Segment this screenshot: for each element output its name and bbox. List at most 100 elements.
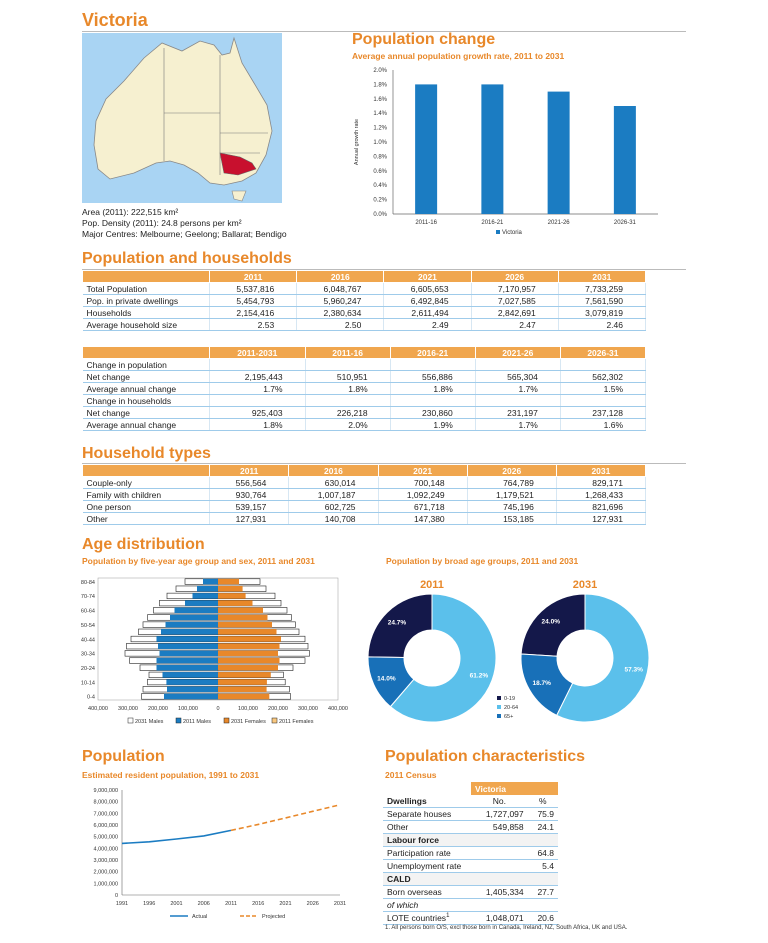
pop-table-row: Pop. in private dwellings 5,454,793 5,960,… [82, 294, 647, 307]
char-number: 1,405,334 [471, 885, 528, 899]
char-number [471, 898, 528, 912]
households-title: Population and households [82, 250, 292, 267]
pop-table-header-1: 2011 [208, 270, 298, 283]
char-number [471, 846, 528, 860]
change-table-header-2: 2011-16 [304, 346, 391, 359]
bar-2011-males [156, 636, 218, 642]
pop-table-cell: 2,842,691 [471, 306, 559, 319]
hh-types-table-cell: 671,718 [378, 500, 468, 513]
char-row: LOTE countries1 1,048,071 20.6 [383, 911, 558, 925]
hh-types-table-cell: 829,171 [556, 476, 647, 489]
age-tick-label: 30-34 [81, 652, 95, 658]
pop-table-header-5: 2031 [557, 270, 647, 283]
pop-table-header-2: 2016 [296, 270, 385, 283]
pop-table-cell: 6,492,845 [383, 294, 472, 307]
pop-table-cell: 6,048,767 [296, 282, 385, 295]
pop-table-cell: 7,561,590 [558, 294, 647, 307]
line-y-tick: 3,000,000 [94, 858, 118, 864]
bar-2011-females [218, 636, 281, 642]
char-percent: 64.8 [527, 846, 558, 860]
pop-table-cell: 7,170,957 [471, 282, 559, 295]
change-table-header-5: 2026-31 [559, 346, 647, 359]
char-row-label: Labour force [383, 833, 471, 847]
legend-swatch [496, 230, 500, 234]
hh-types-table-row: Couple-only 556,564 630,014 700,148 764,789 8… [82, 476, 647, 489]
pyramid-x-tick: 400,000 [328, 706, 348, 712]
hh-types-table-cell: 147,380 [378, 512, 468, 525]
pie-legend-label: 20-64 [504, 705, 518, 711]
hh-types-table-cell: 153,185 [467, 512, 557, 525]
x-tick-label: 2026-31 [614, 220, 637, 226]
pop-table-cell: 2.50 [296, 318, 385, 331]
char-row-label: CALD [383, 872, 471, 886]
hh-types-table-row-label: One person [82, 500, 210, 513]
line-series-projected [230, 804, 341, 832]
pie-value-label: 57.3% [624, 666, 643, 673]
change-table-row: Average annual change 1.8% 2.0% 1.9% 1.7% 1.6… [82, 418, 647, 431]
y-tick-label: 1.8% [373, 82, 387, 88]
pop-change-title: Population change [352, 31, 496, 48]
pyramid-x-tick: 100,000 [178, 706, 198, 712]
hh-types-table-cell: 127,931 [209, 512, 290, 525]
pyramid-legend-label: 2031 Males [135, 719, 164, 725]
pop-table-header-3: 2021 [383, 270, 472, 283]
pie-legend-label: 65+ [504, 714, 513, 720]
age-tick-label: 10-14 [81, 680, 95, 686]
change-table-header-1: 2011-2031 [209, 346, 306, 359]
char-row-label: Separate houses [383, 807, 471, 821]
change-table: 2011-2031 2011-16 2016-21 2021-26 2026-31 Cha… [82, 346, 647, 431]
line-legend-label: Projected [262, 914, 285, 920]
pyramid-legend-swatch [127, 717, 134, 724]
char-corner [383, 782, 471, 795]
hh-types-table-cell: 764,789 [467, 476, 557, 489]
change-table-cell: 1.8% [305, 382, 391, 395]
change-table-cell [475, 394, 561, 407]
pop-table-cell: 2.53 [209, 318, 298, 331]
age-pie-charts: 2011 24.7% 61.2% 14.0% 2031 24.0% 57.3% 18.7% 0-… [367, 579, 650, 723]
bar-2011-females [218, 672, 271, 678]
pop-table-cell: 5,537,816 [209, 282, 298, 295]
bar-2011-males [170, 614, 218, 621]
hh-types-table-row: Other 127,931 140,708 147,380 153,185 127,931 [82, 512, 647, 525]
bar-2011-females [218, 664, 278, 671]
change-table-row-label: Net change [82, 370, 210, 383]
pyramid-x-tick: 100,000 [238, 706, 258, 712]
bar-2011-females [218, 578, 239, 585]
change-table-row: Change in households [82, 394, 647, 407]
pop-table-cell: 2,380,634 [296, 306, 385, 319]
change-table-row-label: Change in population [82, 358, 210, 371]
pie-value-label: 61.2% [470, 672, 489, 679]
pop-table-cell: 5,960,247 [296, 294, 385, 307]
bar-2011-males [159, 650, 218, 657]
char-percent: 5.4 [527, 859, 558, 873]
pop-change-subtitle: Average annual population growth rate, 2… [352, 51, 565, 61]
change-table-cell: 510,951 [305, 370, 391, 383]
household-types-table: 2011 2016 2021 2026 2031 Couple-only 556,564 63… [82, 464, 647, 525]
pop-table-row-label: Pop. in private dwellings [82, 294, 210, 307]
bar-2011-males [197, 585, 218, 592]
hh-types-table-header-1: 2011 [208, 464, 290, 477]
y-tick-label: 0.6% [373, 169, 387, 175]
pie-legend-label: 0-19 [504, 696, 515, 702]
age-title: Age distribution [82, 536, 205, 553]
change-table-cell: 230,860 [390, 406, 476, 419]
line-x-tick: 2006 [198, 901, 210, 907]
char-number [471, 859, 528, 873]
line-y-tick: 8,000,000 [94, 800, 118, 806]
growth-bar [481, 84, 504, 215]
population-households-table: 2011 2016 2021 2026 2031 Total Population 5,53… [82, 270, 647, 331]
map-centres: Major Centres: Melbourne; Geelong; Balla… [82, 229, 287, 239]
legend-label: Victoria [502, 230, 523, 236]
change-table-row-label: Average annual change [82, 382, 210, 395]
y-tick-label: 0.8% [373, 154, 387, 160]
char-row: Born overseas 1,405,334 27.7 [383, 885, 558, 899]
y-tick-label: 0.4% [373, 183, 387, 189]
hh-types-table-cell: 630,014 [288, 476, 379, 489]
pyramid-subtitle: Population by five-year age group and se… [82, 556, 315, 566]
line-x-tick: 2001 [170, 901, 182, 907]
hh-types-table-header-0 [82, 464, 210, 477]
pyramid-legend-swatch [223, 717, 230, 724]
pie-slice [367, 593, 433, 659]
change-table-cell: 925,403 [209, 406, 306, 419]
hh-types-table-cell: 745,196 [467, 500, 557, 513]
